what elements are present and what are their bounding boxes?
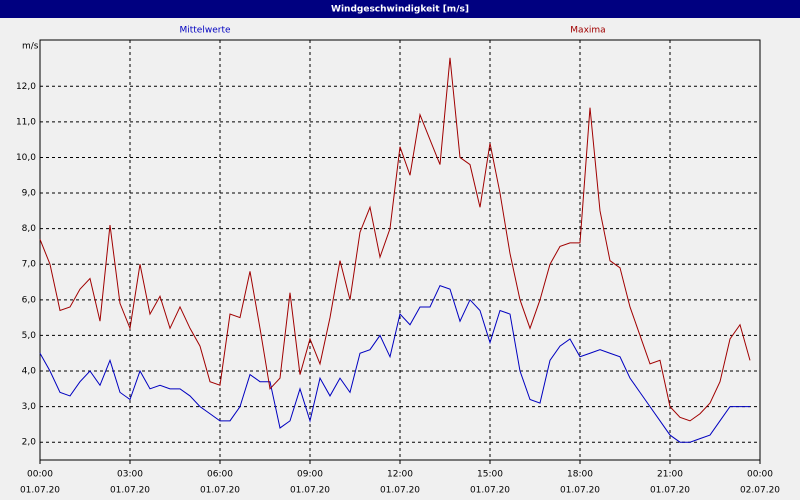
y-tick-label: 10,0 <box>16 153 36 163</box>
x-tick-label: 12:00 <box>387 470 413 480</box>
x-tick-date: 01.07.20 <box>380 486 420 496</box>
x-tick-label: 06:00 <box>207 470 233 480</box>
y-tick-label: 4,0 <box>22 367 37 377</box>
x-tick-label: 03:00 <box>117 470 143 480</box>
x-tick-label: 21:00 <box>657 470 683 480</box>
y-tick-label: 5,0 <box>22 331 37 341</box>
x-tick-date: 01.07.20 <box>110 486 150 496</box>
y-tick-label: 9,0 <box>22 189 37 199</box>
x-tick-label: 15:00 <box>477 470 503 480</box>
chart-title: Windgeschwindigkeit [m/s] <box>331 5 469 15</box>
y-tick-label: 7,0 <box>22 260 37 270</box>
y-tick-label: 12,0 <box>16 82 36 92</box>
x-tick-date: 01.07.20 <box>20 486 60 496</box>
x-tick-date: 01.07.20 <box>290 486 330 496</box>
x-tick-label: 00:00 <box>27 470 53 480</box>
data-line <box>39 284 750 443</box>
x-tick-label: 09:00 <box>297 470 323 480</box>
y-tick-label: 11,0 <box>16 117 36 127</box>
legend-label: Maxima <box>570 26 605 36</box>
x-tick-date: 01.07.20 <box>200 486 240 496</box>
y-axis-label: m/s <box>22 42 39 52</box>
y-tick-label: 2,0 <box>22 438 37 448</box>
y-tick-label: 6,0 <box>22 295 37 305</box>
x-tick-date: 02.07.20 <box>740 486 780 496</box>
data-line <box>39 57 751 422</box>
x-tick-date: 01.07.20 <box>650 486 690 496</box>
x-tick-date: 01.07.20 <box>470 486 510 496</box>
legend-label: Mittelwerte <box>179 26 230 36</box>
y-tick-label: 3,0 <box>22 402 37 412</box>
y-tick-label: 8,0 <box>22 224 37 234</box>
title-bar <box>0 0 800 18</box>
x-tick-label: 18:00 <box>567 470 593 480</box>
x-tick-label: 00:00 <box>747 470 773 480</box>
x-tick-date: 01.07.20 <box>560 486 600 496</box>
